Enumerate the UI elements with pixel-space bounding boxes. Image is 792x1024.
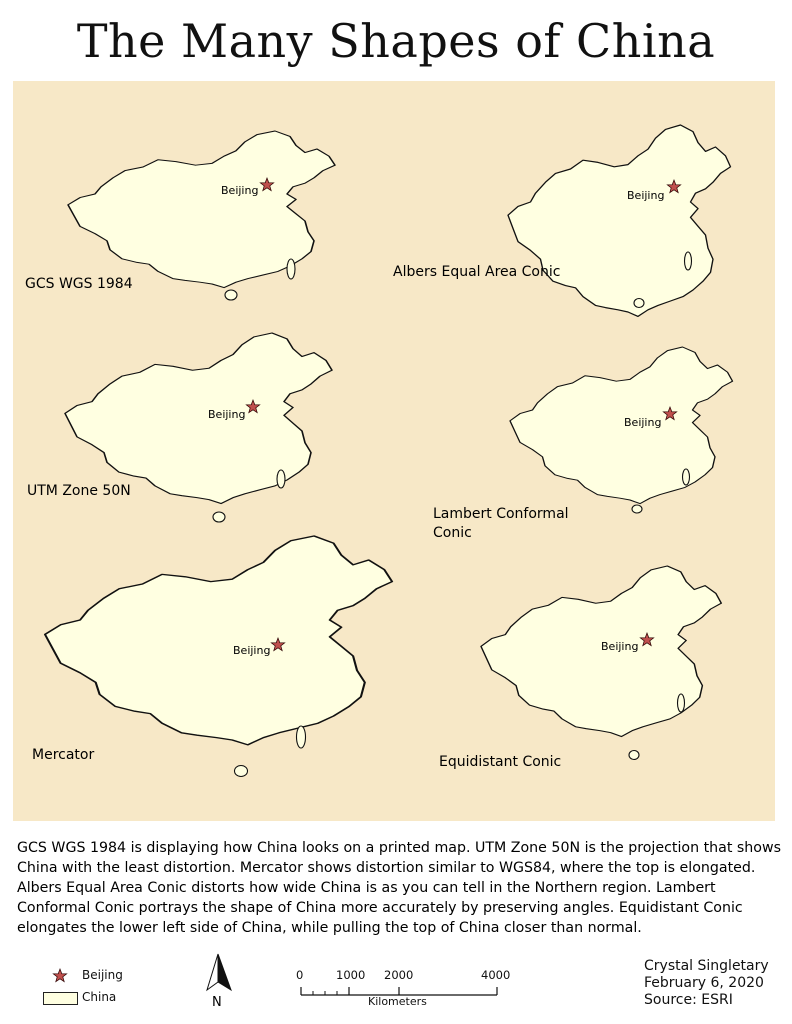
- beijing-label: Beijing: [601, 640, 638, 653]
- scale-tick-label: 2000: [384, 968, 414, 982]
- hainan-polygon: [233, 764, 249, 778]
- map-legend: Beijing China: [40, 964, 200, 1014]
- beijing-label: Beijing: [627, 189, 664, 202]
- hainan-polygon: [628, 749, 640, 761]
- taiwan-polygon: [295, 725, 307, 749]
- map-date: February 6, 2020: [644, 975, 764, 991]
- beijing-label: Beijing: [624, 416, 661, 429]
- taiwan-polygon: [676, 693, 686, 713]
- projection-maps: Beijing GCS WGS 1984 Beijing Albers Equa…: [25, 124, 734, 778]
- map-panel-gcs-wgs-1984: Beijing GCS WGS 1984: [25, 130, 336, 301]
- map-panel-mercator: Beijing Mercator: [32, 534, 394, 778]
- beijing-label: Beijing: [233, 644, 270, 657]
- map-frame: Beijing GCS WGS 1984 Beijing Albers Equa…: [13, 81, 775, 821]
- scale-tick-label: 4000: [481, 968, 511, 982]
- projection-label-mercator: Mercator: [32, 747, 94, 763]
- map-description: GCS WGS 1984 is displaying how China loo…: [17, 840, 781, 936]
- map-panel-equidistant: Beijing Equidistant Conic: [439, 565, 723, 770]
- scale-tick-label: 1000: [336, 968, 366, 982]
- projection-label-utm: UTM Zone 50N: [27, 483, 131, 499]
- author-name: Crystal Singletary: [644, 958, 769, 974]
- legend-star-icon: [52, 968, 68, 983]
- china-polygon: [43, 534, 394, 746]
- data-source: Source: ESRI: [644, 992, 733, 1008]
- scale-tick-label: 0: [296, 968, 304, 982]
- taiwan-polygon: [286, 258, 296, 280]
- north-arrow-icon: N: [203, 952, 237, 1014]
- scale-bar-graphic: [300, 987, 498, 996]
- china-polygon: [64, 332, 333, 505]
- north-label: N: [212, 995, 222, 1010]
- projection-label-gcs: GCS WGS 1984: [25, 276, 133, 292]
- taiwan-polygon: [683, 251, 693, 271]
- projection-label-lambert-line2: Conic: [433, 525, 472, 541]
- map-credits: Crystal Singletary February 6, 2020 Sour…: [644, 958, 769, 1009]
- beijing-label: Beijing: [221, 184, 258, 197]
- hainan-polygon: [633, 297, 645, 309]
- map-panel-lambert: Beijing Lambert Conformal Conic: [433, 346, 734, 541]
- taiwan-polygon: [681, 468, 691, 486]
- hainan-polygon: [224, 289, 238, 301]
- china-polygon: [507, 124, 732, 318]
- china-polygon: [509, 346, 734, 505]
- map-title: The Many Shapes of China: [76, 14, 716, 68]
- hainan-polygon: [631, 504, 643, 514]
- legend-label-china: China: [82, 990, 117, 1004]
- projection-label-equidistant: Equidistant Conic: [439, 754, 561, 770]
- map-panel-utm-50n: Beijing UTM Zone 50N: [27, 332, 333, 523]
- legend-china-swatch: [43, 992, 78, 1005]
- hainan-polygon: [212, 511, 226, 523]
- legend-label-beijing: Beijing: [82, 968, 123, 982]
- scale-bar: 0 1000 2000 4000 Kilometers: [292, 966, 522, 1016]
- map-panel-albers: Beijing Albers Equal Area Conic: [393, 124, 732, 318]
- projection-label-albers: Albers Equal Area Conic: [393, 264, 560, 280]
- scale-unit-label: Kilometers: [368, 995, 427, 1008]
- projection-label-lambert: Lambert Conformal: [433, 506, 569, 522]
- taiwan-polygon: [276, 469, 286, 489]
- beijing-label: Beijing: [208, 408, 245, 421]
